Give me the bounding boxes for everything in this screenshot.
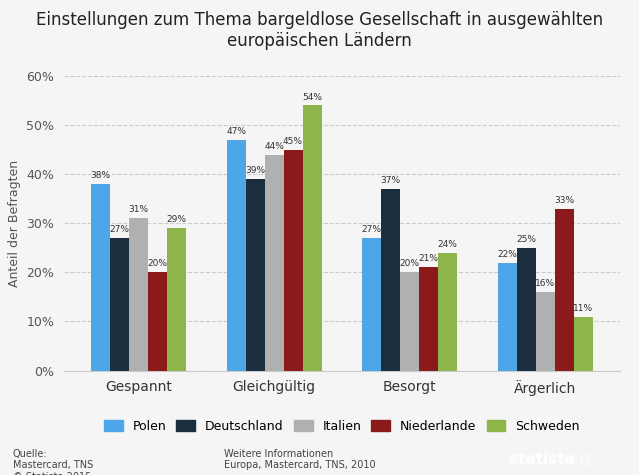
Bar <box>419 267 438 370</box>
Bar <box>265 154 284 370</box>
Text: Einstellungen zum Thema bargeldlose Gesellschaft in ausgewählten
europäischen Lä: Einstellungen zum Thema bargeldlose Gese… <box>36 11 603 50</box>
Text: 45%: 45% <box>283 137 303 146</box>
Text: 25%: 25% <box>516 235 536 244</box>
Text: 22%: 22% <box>497 249 517 258</box>
Text: 16%: 16% <box>535 279 555 288</box>
Text: 11%: 11% <box>573 304 593 313</box>
Text: 24%: 24% <box>438 240 458 249</box>
Bar <box>517 248 535 370</box>
Text: 29%: 29% <box>166 215 187 224</box>
Bar <box>438 253 457 370</box>
Text: 38%: 38% <box>91 171 111 180</box>
Bar <box>227 140 245 370</box>
Text: 39%: 39% <box>245 166 265 175</box>
Text: 20%: 20% <box>148 259 167 268</box>
Text: 31%: 31% <box>128 205 148 214</box>
Bar <box>574 316 593 370</box>
Y-axis label: Anteil der Befragten: Anteil der Befragten <box>8 160 20 287</box>
Bar <box>381 189 400 370</box>
Bar <box>535 292 555 370</box>
Text: statista 🗲: statista 🗲 <box>509 451 590 466</box>
Bar <box>400 272 419 370</box>
Text: 47%: 47% <box>226 127 246 136</box>
Text: 27%: 27% <box>109 225 130 234</box>
Bar <box>91 184 110 370</box>
Text: 37%: 37% <box>381 176 401 185</box>
Text: 54%: 54% <box>302 93 322 102</box>
Text: 44%: 44% <box>264 142 284 151</box>
Text: Weitere Informationen
Europa, Mastercard, TNS, 2010: Weitere Informationen Europa, Mastercard… <box>224 449 375 470</box>
Legend: Polen, Deutschland, Italien, Niederlande, Schweden: Polen, Deutschland, Italien, Niederlande… <box>99 415 585 438</box>
Bar <box>148 272 167 370</box>
Bar <box>498 263 517 370</box>
Text: 33%: 33% <box>554 196 574 205</box>
Bar <box>362 238 381 370</box>
Text: 20%: 20% <box>399 259 420 268</box>
Bar <box>284 150 302 370</box>
Bar <box>555 209 574 370</box>
Text: 27%: 27% <box>362 225 381 234</box>
Bar <box>110 238 129 370</box>
Bar <box>129 218 148 370</box>
Text: Quelle:
Mastercard, TNS
© Statista 2015: Quelle: Mastercard, TNS © Statista 2015 <box>13 449 93 475</box>
Text: 21%: 21% <box>419 255 438 264</box>
Bar <box>167 228 186 370</box>
Bar <box>302 105 321 370</box>
Bar <box>245 179 265 370</box>
